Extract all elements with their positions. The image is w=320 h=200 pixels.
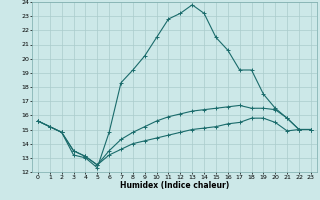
X-axis label: Humidex (Indice chaleur): Humidex (Indice chaleur) [120, 181, 229, 190]
